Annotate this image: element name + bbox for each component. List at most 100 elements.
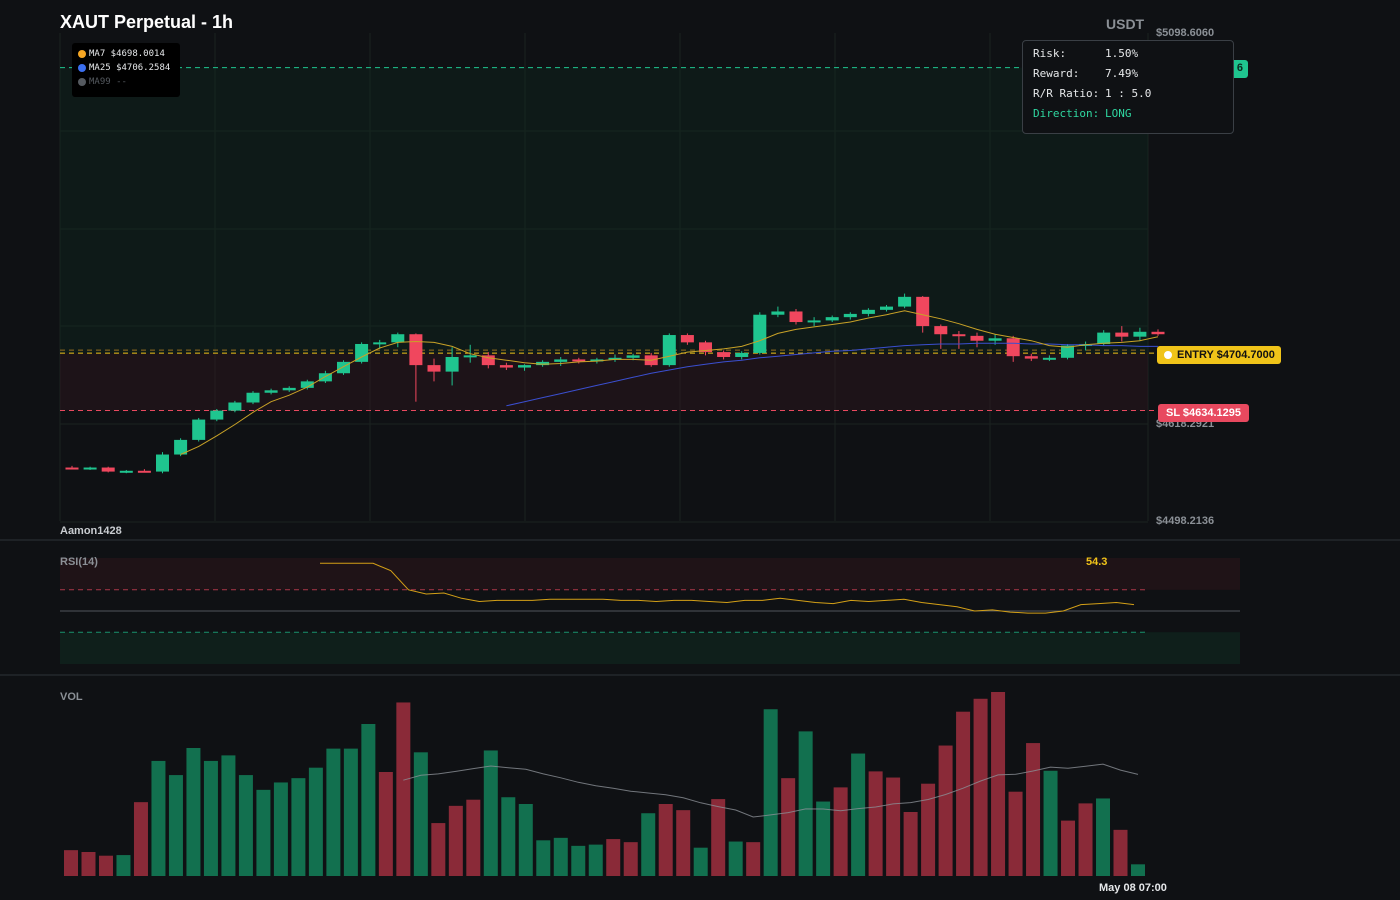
candle-down [137,470,151,473]
quote-currency: USDT [1106,16,1145,32]
candle-up [898,296,912,307]
volume-bar-down [833,787,848,876]
candle-down [481,355,495,366]
volume-bar-up [693,847,708,876]
reward-zone [60,67,1148,354]
candle-up [391,334,405,343]
candle-up [119,470,133,473]
candle-up [174,439,188,455]
candle-up [373,342,387,345]
candle-up [228,402,242,411]
volume-bar-down [623,842,638,876]
reward-row: Reward: 7.49% [1033,67,1138,80]
entry-price-tag[interactable]: ENTRY $4704.7000 [1157,346,1281,364]
direction-value: LONG [1105,107,1132,120]
volume-bar-down [396,702,411,876]
candle-up [318,373,332,382]
candle-up [246,392,260,403]
volume-bar-down [781,778,796,876]
volume-bar-down [1026,743,1041,876]
volume-bar-up [641,813,656,876]
candle-up [536,361,550,366]
volume-bar-down [98,855,113,876]
candle-up [554,359,568,362]
volume-bar-up [413,752,428,876]
ma7-line [180,310,1159,455]
risk-row: Risk: 1.50% [1033,47,1138,60]
volume-bar-down [746,842,761,876]
volume-bar-down [64,850,78,876]
volume-bar-down [1078,803,1093,876]
candle-up [1097,332,1111,344]
candle-down [717,352,731,357]
volume-bar-down [886,777,901,876]
ma25-line [506,342,1158,407]
volume-bar-up [343,748,358,876]
stop-loss-tag[interactable]: SL $4634.1295 [1158,404,1250,422]
chart-title: XAUT Perpetual - 1h [60,12,234,32]
risk-zone [60,353,1148,411]
candle-up [861,309,875,314]
volume-bar-up [273,782,288,876]
volume-bar-up [588,844,603,876]
candle-down [572,359,586,362]
ma-legend: MA7 $4698.0014 MA25 $4706.2584 MA99 -- [72,43,180,97]
volume-bar-down [868,771,883,876]
volume-bar-up [483,750,498,876]
volume-bar-up [553,837,568,876]
volume-bar-up [221,755,236,876]
risk-reward-box: Risk: 1.50% Reward: 7.49% R/R Ratio: 1 : 5.… [1022,40,1234,134]
candle-up [192,419,206,440]
candle-down [1006,338,1020,357]
candle-up [843,313,857,318]
volume-bar-up [308,767,323,876]
candle-up [156,454,169,472]
candle-down [952,334,966,337]
candle-down [789,311,803,323]
risk-value: 1.50% [1105,47,1139,60]
watermark: Aamon1428 [60,525,122,537]
ma99-dot-icon [78,78,86,86]
rr-ratio-value: 1 : 5.0 [1105,87,1152,100]
volume-bar-down [1113,829,1128,876]
volume-ma-line [403,763,1139,818]
candle-up [880,306,893,310]
stop-loss-text: SL $4634.1295 [1166,407,1242,419]
candle-up [518,365,531,368]
volume-bar-up [203,760,218,876]
legend-label-ma25: MA25 $4706.2584 [89,63,171,73]
volume-bar-up [536,840,551,876]
volume-bar-down [676,810,691,876]
direction-row: Direction: LONG [1033,107,1132,120]
candle-down [934,326,948,335]
candle-up [771,311,785,315]
candle-up [300,381,314,388]
candle-up [282,387,296,391]
rsi-value: 54.3 [1086,556,1108,568]
candle-up [463,355,477,358]
candle-down [970,335,984,341]
volume-bar-up [1043,770,1058,876]
volume-bar-down [448,805,463,876]
candle-up [608,357,622,360]
legend-label-ma99: MA99 -- [89,77,127,87]
candle-up [626,355,640,358]
volume-bar-down [606,839,621,876]
volume-bar-up [151,760,166,876]
volume-bar-up [728,841,743,876]
candle-up [807,320,821,323]
legend-item-ma99: MA99 -- [78,77,127,87]
volume-bar-down [991,692,1006,876]
volume-bar-up [168,775,183,876]
candle-up [988,338,1002,341]
candle-up [83,467,97,470]
candle-down [499,365,513,368]
candle-up [445,356,459,372]
rr-ratio-key: R/R Ratio: [1033,87,1100,100]
volume-bar-up [238,775,253,876]
volume-bar-down [81,852,96,876]
volume-bar-down [956,711,971,876]
ma7-dot-icon [78,50,86,58]
volume-bar-up [816,801,831,876]
